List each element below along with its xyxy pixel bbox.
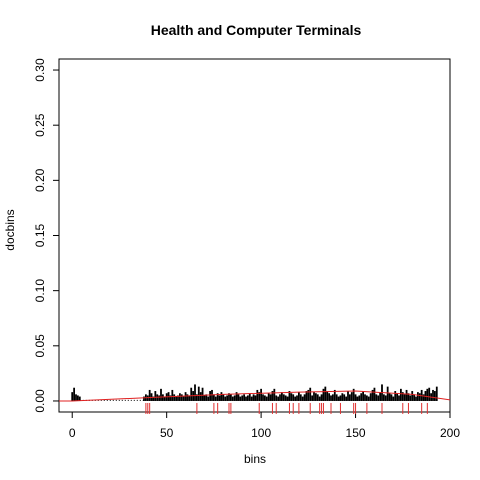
- trend-line: [59, 390, 451, 402]
- y-tick-label: 0.10: [33, 279, 47, 303]
- plot-frame: [58, 58, 451, 413]
- y-axis-label: docbins: [3, 209, 17, 250]
- x-tick-label: 50: [160, 426, 174, 440]
- x-axis-label: bins: [244, 452, 266, 466]
- x-tick-label: 150: [346, 426, 366, 440]
- x-tick-label: 0: [69, 426, 76, 440]
- y-tick-label: 0.15: [33, 223, 47, 247]
- y-tick-label: 0.00: [33, 389, 47, 413]
- y-tick-label: 0.05: [33, 334, 47, 358]
- y-tick-label: 0.20: [33, 168, 47, 192]
- rug-marks: [145, 402, 428, 414]
- x-tick-label: 200: [440, 426, 460, 440]
- x-tick-label: 100: [251, 426, 271, 440]
- chart-title: Health and Computer Terminals: [151, 22, 362, 38]
- y-tick-label: 0.30: [33, 58, 47, 82]
- y-tick-label: 0.25: [33, 113, 47, 137]
- y-axis: 0.00 0.05 0.10 0.15 0.20 0.25 0.30: [33, 58, 59, 413]
- trend-series: [59, 390, 451, 402]
- x-axis: 0 50 100 150 200: [69, 412, 460, 440]
